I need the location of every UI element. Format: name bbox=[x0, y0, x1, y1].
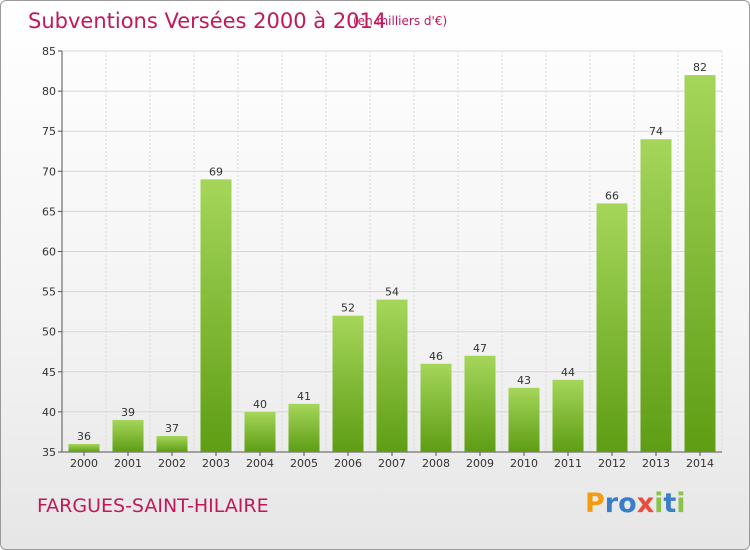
bar-2000 bbox=[68, 443, 100, 452]
chart-title: Subventions Versées 2000 à 2014 bbox=[28, 9, 387, 33]
logo-letter: r bbox=[604, 488, 619, 519]
bar-2005 bbox=[288, 403, 320, 452]
data-label: 74 bbox=[649, 125, 663, 138]
logo-letter: t bbox=[663, 488, 677, 519]
data-label: 39 bbox=[121, 406, 135, 419]
data-label: 52 bbox=[341, 302, 355, 315]
bar-2014 bbox=[684, 75, 716, 452]
y-tick-label: 75 bbox=[42, 125, 56, 138]
data-label: 66 bbox=[605, 189, 619, 202]
bar-2004 bbox=[244, 411, 276, 452]
x-tick-label: 2013 bbox=[642, 457, 670, 470]
y-tick-label: 35 bbox=[42, 446, 56, 459]
x-tick-label: 2009 bbox=[466, 457, 494, 470]
bar-2007 bbox=[376, 299, 408, 452]
bar-2013 bbox=[640, 139, 672, 452]
data-label: 36 bbox=[77, 430, 91, 443]
bar-2012 bbox=[596, 203, 628, 452]
x-tick-label: 2002 bbox=[158, 457, 186, 470]
x-tick-label: 2000 bbox=[70, 457, 98, 470]
logo-letter: x bbox=[636, 488, 655, 519]
city-name: FARGUES-SAINT-HILAIRE bbox=[37, 495, 269, 517]
bar-2001 bbox=[112, 419, 144, 452]
logo-letter: i bbox=[676, 488, 686, 519]
data-label: 46 bbox=[429, 350, 443, 363]
x-tick-label: 2008 bbox=[422, 457, 450, 470]
bars bbox=[68, 75, 716, 452]
y-tick-label: 65 bbox=[42, 205, 56, 218]
x-tick-label: 2001 bbox=[114, 457, 142, 470]
x-tick-label: 2012 bbox=[598, 457, 626, 470]
proxiti-logo: Proxiti bbox=[585, 488, 686, 519]
bar-2002 bbox=[156, 435, 188, 452]
data-label: 54 bbox=[385, 286, 399, 299]
x-tick-label: 2014 bbox=[686, 457, 714, 470]
data-label: 44 bbox=[561, 366, 575, 379]
logo-letter: P bbox=[585, 488, 605, 519]
data-labels: 36 39 37 69 40 41 52 54 46 47 43 44 66 74 82 bbox=[77, 61, 707, 443]
y-tick-label: 80 bbox=[42, 85, 56, 98]
y-tick-label: 45 bbox=[42, 366, 56, 379]
logo-letter: i bbox=[654, 488, 664, 519]
y-tick-label: 60 bbox=[42, 246, 56, 259]
y-tick-label: 85 bbox=[42, 45, 56, 58]
y-tick-label: 55 bbox=[42, 286, 56, 299]
data-label: 82 bbox=[693, 61, 707, 74]
bar-2008 bbox=[420, 363, 452, 452]
y-tick-label: 50 bbox=[42, 326, 56, 339]
bar-2011 bbox=[552, 379, 584, 452]
data-label: 37 bbox=[165, 422, 179, 435]
data-label: 69 bbox=[209, 165, 223, 178]
bar-2006 bbox=[332, 315, 364, 452]
x-tick-label: 2007 bbox=[378, 457, 406, 470]
x-tick-label: 2011 bbox=[554, 457, 582, 470]
data-label: 47 bbox=[473, 342, 487, 355]
chart-subtitle: (en milliers d'€) bbox=[353, 14, 448, 28]
x-tick-label: 2005 bbox=[290, 457, 318, 470]
y-tick-label: 70 bbox=[42, 165, 56, 178]
bar-2010 bbox=[508, 387, 540, 452]
data-label: 43 bbox=[517, 374, 531, 387]
data-label: 41 bbox=[297, 390, 311, 403]
logo-letter: o bbox=[618, 488, 637, 519]
bar-2009 bbox=[464, 355, 496, 452]
data-label: 40 bbox=[253, 398, 267, 411]
x-tick-label: 2004 bbox=[246, 457, 274, 470]
bar-2003 bbox=[200, 179, 232, 452]
x-tick-label: 2006 bbox=[334, 457, 362, 470]
x-tick-label: 2003 bbox=[202, 457, 230, 470]
x-tick-label: 2010 bbox=[510, 457, 538, 470]
y-tick-label: 40 bbox=[42, 406, 56, 419]
